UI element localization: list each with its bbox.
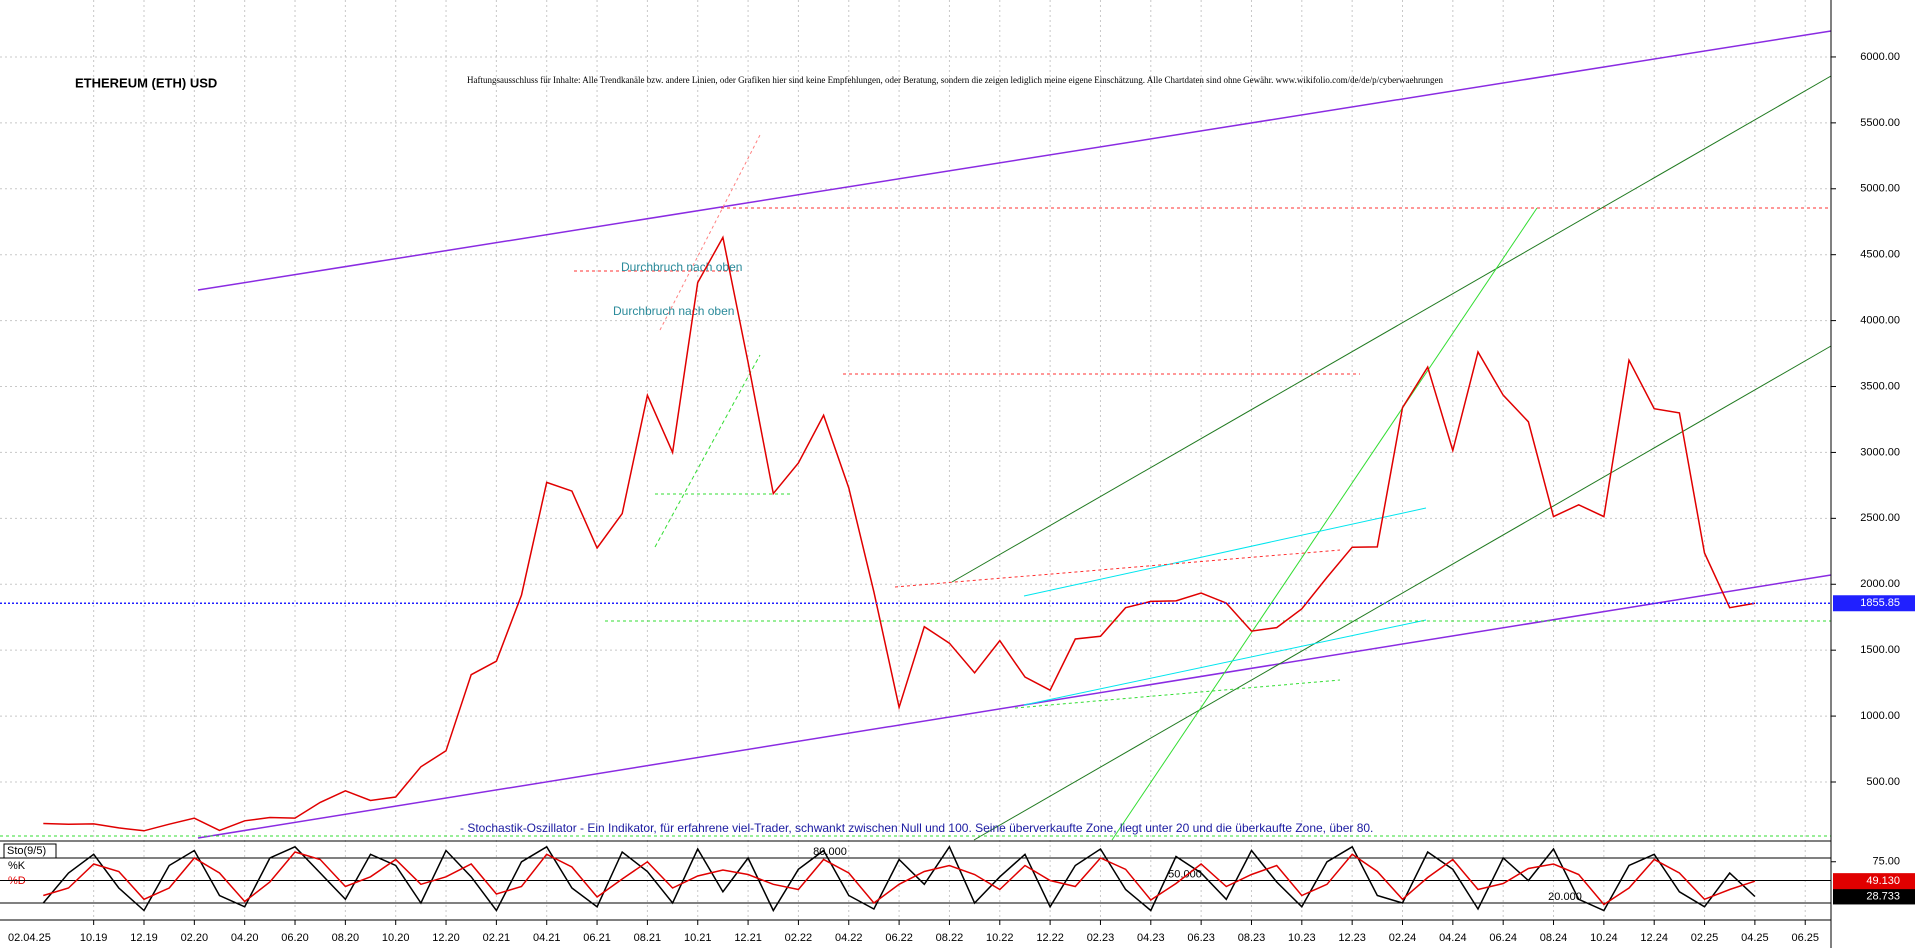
y-tick-label: 4500.00 [1860,249,1900,261]
trend-line [973,345,1832,841]
value-label: 28.733 [1866,890,1900,902]
y-tick-label: 1500.00 [1860,644,1900,656]
trend-line [659,134,761,331]
y-tick-label: 500.00 [1866,776,1900,788]
x-tick-label: 12.21 [734,932,762,944]
series-line [42,845,1756,913]
x-tick-label: 06.20 [281,932,309,944]
value-box [1833,888,1915,905]
level-label: 50.000 [1168,868,1202,880]
y-tick-label: 2500.00 [1860,512,1900,524]
x-tick-label: 06.21 [583,932,611,944]
y-tick-label: 5000.00 [1860,183,1900,195]
trend-line [654,354,761,548]
trend-line [1111,207,1538,841]
x-tick-label: 12.24 [1640,932,1668,944]
x-tick-label: 08.21 [634,932,662,944]
disclaimer: Haftungsausschluss für Inhalte: Alle Tre… [467,75,1444,85]
x-tick-label: 02.25 [1691,932,1719,944]
x-tick-label: 08.20 [332,932,360,944]
x-tick-label: 02.23 [1087,932,1115,944]
y-tick-label: 75.00 [1872,856,1900,868]
x-tick-label: 02.22 [785,932,813,944]
indicator-name: Sto(9/5) [7,845,46,857]
x-tick-label: 06.24 [1489,932,1517,944]
date-label: 02.04.25 [8,932,51,944]
level-label: 20.000 [1548,891,1582,903]
x-tick-label: 04.20 [231,932,259,944]
y-tick-label: 4000.00 [1860,315,1900,327]
x-tick-label: 08.23 [1238,932,1266,944]
annotation: - Stochastik-Oszillator - Ein Indikator,… [460,821,1373,835]
x-tick-label: 04.21 [533,932,561,944]
series-line [43,851,1756,906]
x-tick-label: 10.22 [986,932,1014,944]
legend-entry: %K [8,860,26,872]
x-tick-label: 12.22 [1036,932,1064,944]
trend-line [1023,619,1427,706]
series-line [43,235,1756,832]
level-label: 80.000 [813,846,847,858]
trend-line [894,549,1341,588]
trend-line [197,30,1832,291]
price-box [1833,595,1915,612]
trend-line [951,75,1832,583]
x-tick-label: 12.23 [1338,932,1366,944]
annotation: Durchbruch nach oben [613,304,734,318]
x-tick-label: 02.21 [483,932,511,944]
x-tick-label: 04.23 [1137,932,1165,944]
x-tick-label: 12.20 [432,932,460,944]
x-tick-label: 04.24 [1439,932,1467,944]
x-tick-label: 02.20 [181,932,209,944]
y-tick-label: 1000.00 [1860,710,1900,722]
x-tick-label: 06.23 [1187,932,1215,944]
chart-title: ETHEREUM (ETH) USD [75,75,217,90]
x-tick-label: 02.24 [1389,932,1417,944]
y-tick-label: 6000.00 [1860,51,1900,63]
x-tick-label: 10.21 [684,932,712,944]
x-tick-label: 10.23 [1288,932,1316,944]
y-tick-label: 3000.00 [1860,446,1900,458]
y-tick-label: 5500.00 [1860,117,1900,129]
x-tick-label: 08.24 [1540,932,1568,944]
trend-line [1014,679,1341,709]
value-label: 49.130 [1866,875,1900,887]
annotation: Durchbruch nach oben [621,260,742,274]
x-tick-label: 12.19 [130,932,158,944]
x-tick-label: 10.19 [80,932,108,944]
price-label: 1855.85 [1860,597,1900,609]
x-tick-label: 08.22 [936,932,964,944]
trend-line [197,574,1832,839]
x-tick-label: 06.22 [885,932,913,944]
x-tick-label: 04.25 [1741,932,1769,944]
x-tick-label: 10.24 [1590,932,1618,944]
trend-lines [0,30,1832,841]
x-tick-label: 06.25 [1791,932,1819,944]
x-tick-label: 10.20 [382,932,410,944]
trend-line [1023,507,1427,597]
x-tick-label: 04.22 [835,932,863,944]
y-tick-label: 3500.00 [1860,380,1900,392]
y-tick-label: 2000.00 [1860,578,1900,590]
value-box [1833,873,1915,890]
